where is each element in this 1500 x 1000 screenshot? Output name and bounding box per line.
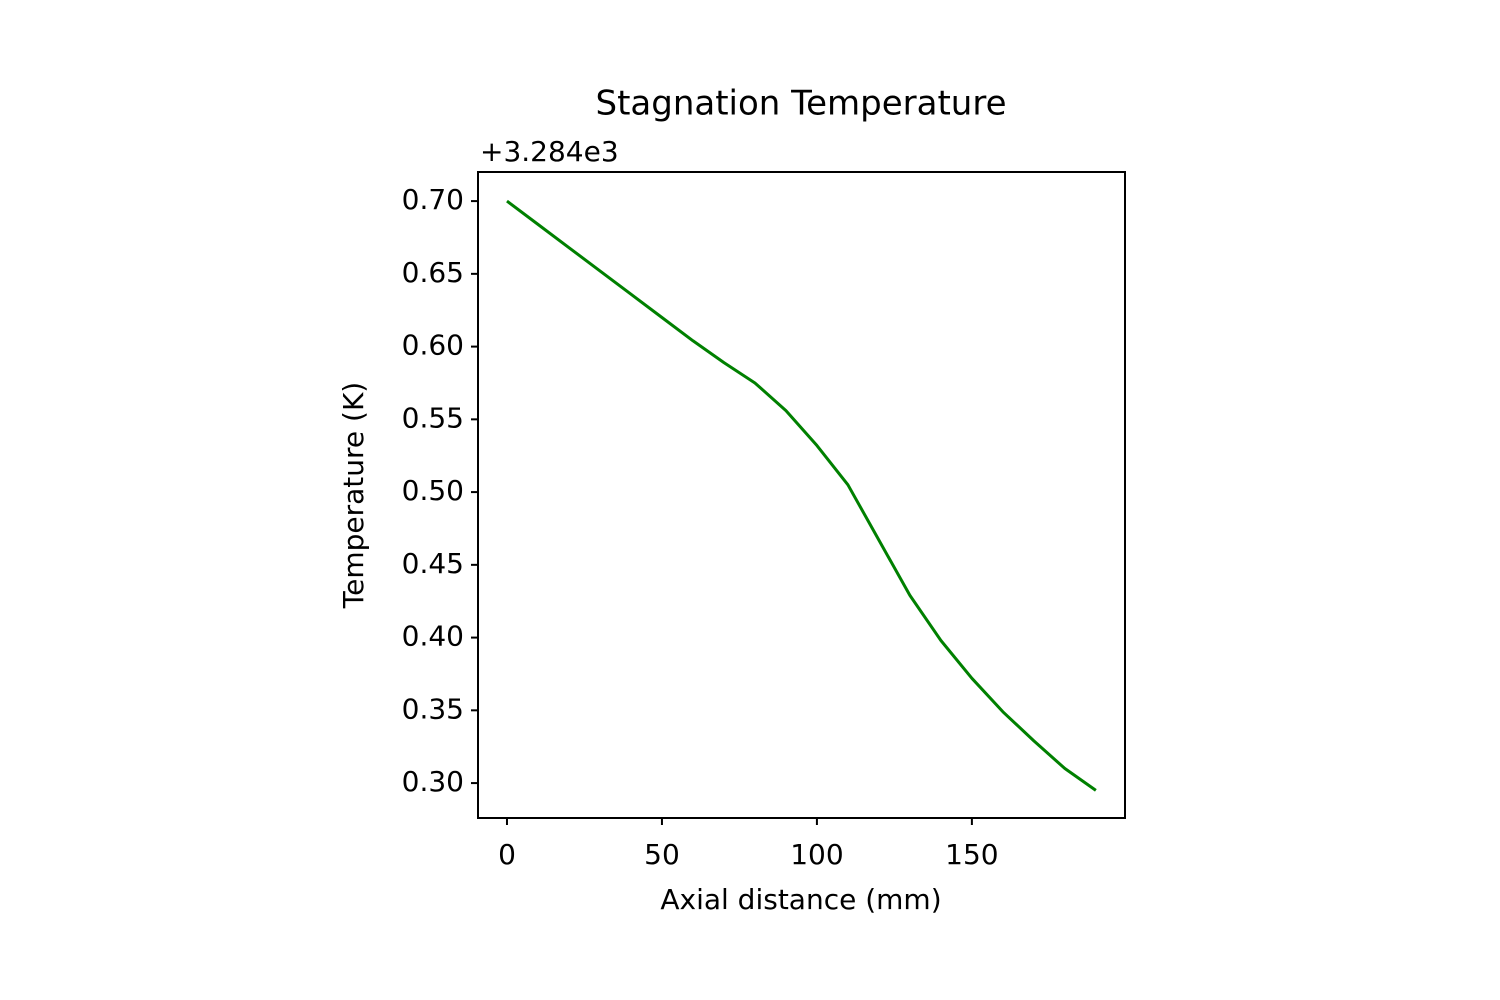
- y-tick-label: 0.45: [402, 547, 464, 580]
- y-tick-label: 0.30: [402, 765, 464, 798]
- x-tick-label: 150: [945, 838, 998, 871]
- y-tick-label: 0.55: [402, 401, 464, 434]
- y-offset-label: +3.284e3: [480, 135, 619, 168]
- x-axis-label: Axial distance (mm): [660, 883, 941, 916]
- y-tick-label: 0.40: [402, 620, 464, 653]
- x-tick-label: 0: [498, 838, 516, 871]
- x-tick-label: 100: [790, 838, 843, 871]
- y-tick-label: 0.50: [402, 474, 464, 507]
- line-series: [506, 199, 1097, 792]
- y-tick-label: 0.65: [402, 256, 464, 289]
- y-axis-label: Temperature (K): [337, 382, 370, 609]
- x-tick-label: 50: [644, 838, 680, 871]
- y-tick-label: 0.60: [402, 329, 464, 362]
- chart-title: Stagnation Temperature: [595, 84, 1006, 124]
- plot-frame: [477, 171, 1126, 819]
- y-tick-label: 0.70: [402, 183, 464, 216]
- y-tick-label: 0.35: [402, 692, 464, 725]
